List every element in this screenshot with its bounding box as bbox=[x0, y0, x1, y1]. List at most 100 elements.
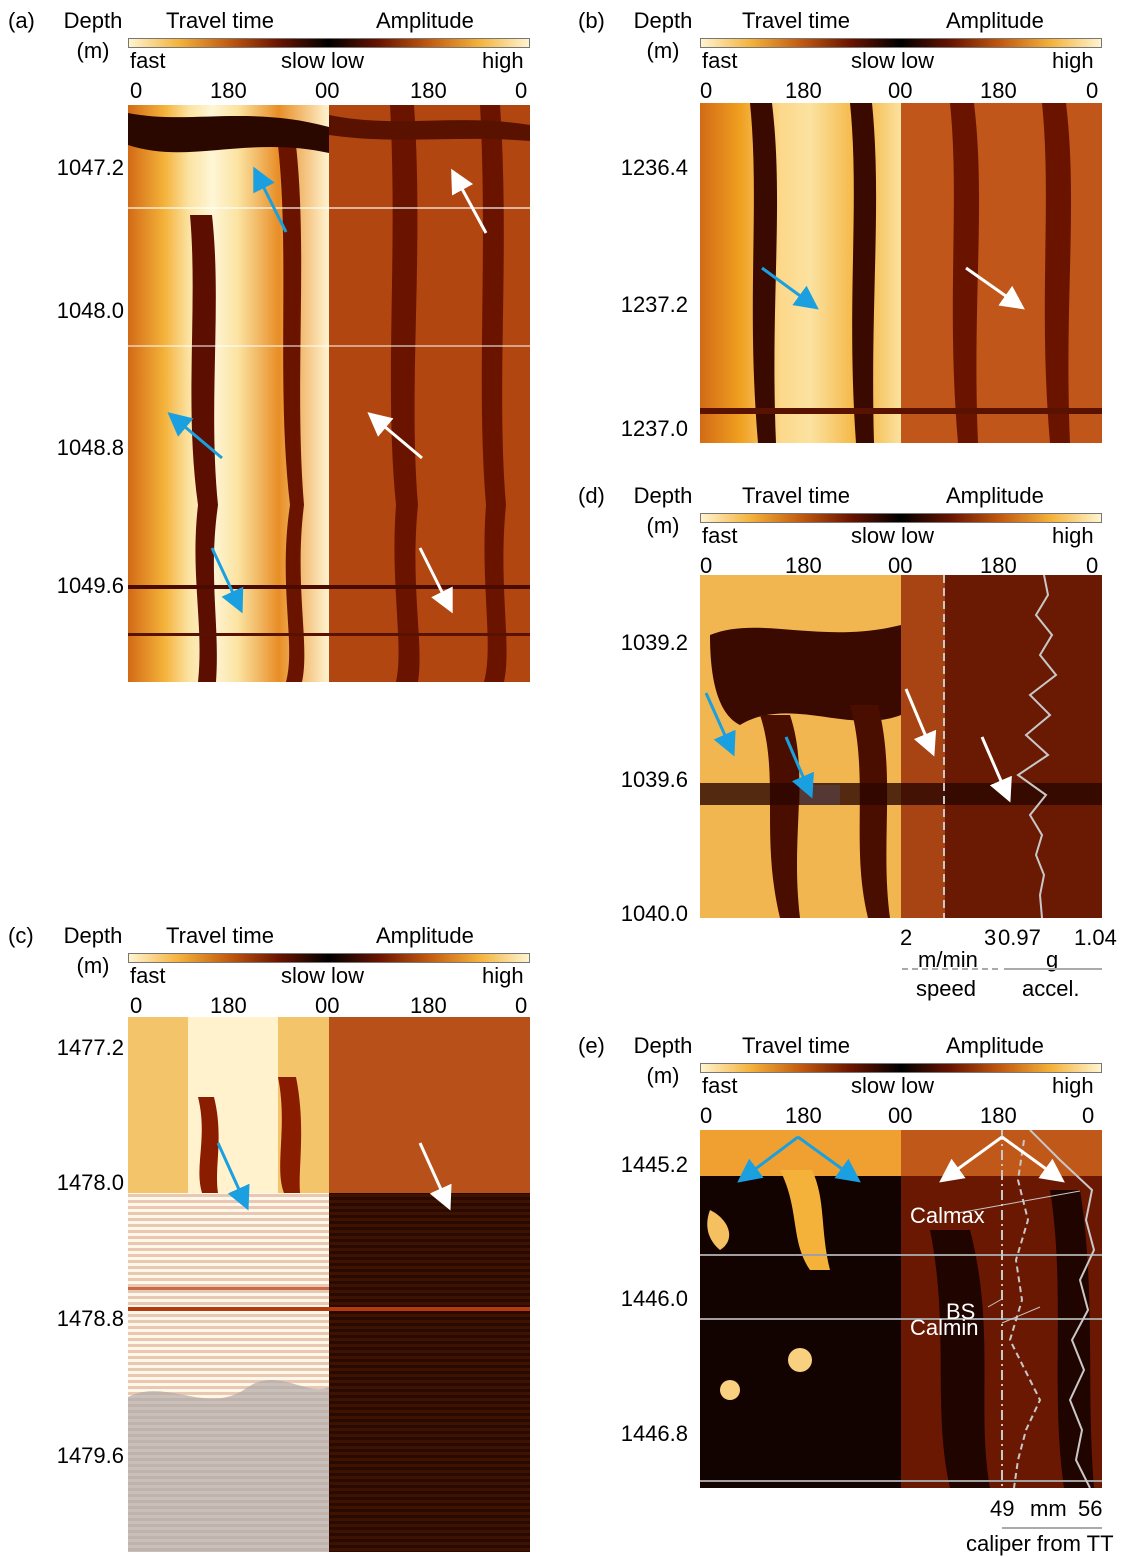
tick-0b: 0 bbox=[1082, 1103, 1095, 1128]
dark-band bbox=[930, 1230, 990, 1488]
panel-b: (b) Depth (m) Travel time Amplitude fast… bbox=[570, 0, 1139, 450]
dark-band bbox=[480, 105, 507, 682]
tick-180b: 180 bbox=[410, 993, 447, 1018]
calmax-label: Calmax bbox=[910, 1203, 985, 1228]
depth-header-unit: (m) bbox=[646, 513, 680, 538]
depth-header: Depth (m) bbox=[618, 10, 708, 62]
grey-patch bbox=[128, 1379, 329, 1552]
tick-180: 180 bbox=[210, 78, 247, 103]
calmin-curve bbox=[1008, 1139, 1042, 1488]
amplitude-title: Amplitude bbox=[946, 8, 1044, 33]
depth-tick: 1048.8 bbox=[56, 435, 124, 460]
accel-curve bbox=[1016, 575, 1058, 918]
depth-tick: 1237.0 bbox=[620, 416, 688, 441]
slow-label: slow bbox=[281, 48, 326, 73]
fast-label: fast bbox=[702, 48, 738, 73]
speed-unit: m/min bbox=[918, 947, 978, 972]
depth-tick: 1040.0 bbox=[620, 901, 688, 926]
orange-patch bbox=[780, 1170, 830, 1270]
depth-header: Depth (m) bbox=[48, 10, 138, 62]
speed-min: 2 bbox=[900, 925, 913, 950]
slow-label: slow bbox=[851, 48, 896, 73]
dark-band bbox=[850, 103, 877, 443]
amplitude-title: Amplitude bbox=[946, 483, 1044, 508]
amplitude-top bbox=[329, 1017, 530, 1193]
borehole-image bbox=[128, 105, 530, 682]
colorbar bbox=[700, 38, 1102, 48]
depth-tick: 1049.6 bbox=[56, 573, 124, 598]
tick-180: 180 bbox=[785, 78, 822, 103]
panel-label: (a) bbox=[8, 8, 35, 33]
colorbar bbox=[128, 953, 530, 963]
tick-180b: 180 bbox=[980, 78, 1017, 103]
panel-label: (b) bbox=[578, 8, 605, 33]
orange-patch bbox=[720, 1380, 740, 1400]
depth-tick: 1048.0 bbox=[56, 298, 124, 323]
white-line bbox=[128, 207, 530, 209]
depth-header: Depth (m) bbox=[618, 485, 708, 537]
tick-180b: 180 bbox=[980, 553, 1017, 578]
caliper-max: 56 bbox=[1078, 1496, 1103, 1521]
tick-00: 00 bbox=[888, 1103, 913, 1128]
grey-line bbox=[700, 1318, 1102, 1320]
tick-00: 00 bbox=[315, 993, 340, 1018]
accel-label: accel. bbox=[1022, 976, 1080, 1001]
calmin-label: Calmin bbox=[910, 1315, 979, 1340]
slow-label: slow bbox=[851, 1073, 896, 1098]
grey-line bbox=[700, 1254, 1102, 1256]
tick-180b: 180 bbox=[980, 1103, 1017, 1128]
tick-0b: 0 bbox=[515, 993, 528, 1018]
fast-label: fast bbox=[130, 963, 166, 988]
amplitude-title: Amplitude bbox=[946, 1033, 1044, 1058]
tick-0: 0 bbox=[130, 78, 143, 103]
tick-00: 00 bbox=[315, 78, 340, 103]
depth-tick: 1039.6 bbox=[620, 767, 688, 792]
dark-band bbox=[278, 145, 305, 682]
dark-band bbox=[1042, 103, 1072, 443]
amplitude-track bbox=[901, 103, 1102, 443]
depth-header: Depth (m) bbox=[48, 925, 138, 977]
dark-band bbox=[950, 103, 980, 443]
dark-mass bbox=[710, 625, 901, 725]
depth-tick: 1047.2 bbox=[56, 155, 124, 180]
depth-header-title: Depth bbox=[633, 1033, 693, 1058]
low-label: low bbox=[901, 48, 935, 73]
depth-tick: 1478.8 bbox=[56, 1306, 124, 1331]
tick-0: 0 bbox=[700, 78, 713, 103]
colorbar bbox=[700, 513, 1102, 523]
fast-label: fast bbox=[702, 1073, 738, 1098]
tick-180b: 180 bbox=[410, 78, 447, 103]
slow-label: slow bbox=[281, 963, 326, 988]
orange-patch bbox=[707, 1210, 730, 1250]
depth-tick: 1446.0 bbox=[620, 1286, 688, 1311]
caliper-axis-line bbox=[1002, 1527, 1102, 1529]
low-label: low bbox=[901, 1073, 935, 1098]
caliper-unit: mm bbox=[1030, 1496, 1067, 1521]
depth-header-title: Depth bbox=[633, 8, 693, 33]
amplitude-bottom bbox=[329, 1193, 530, 1552]
tick-00: 00 bbox=[888, 553, 913, 578]
bs-label: BS bbox=[946, 1299, 976, 1324]
dark-stripe bbox=[128, 633, 530, 636]
white-line bbox=[128, 345, 530, 347]
grey-line bbox=[700, 1480, 1102, 1482]
tick-0: 0 bbox=[130, 993, 143, 1018]
dark-band bbox=[278, 1077, 302, 1193]
high-label: high bbox=[1052, 48, 1094, 73]
accel-axis-line bbox=[1004, 968, 1102, 970]
travel-time-title: Travel time bbox=[742, 483, 850, 508]
tick-180: 180 bbox=[785, 553, 822, 578]
depth-tick: 1477.2 bbox=[56, 1035, 124, 1060]
travel-time-title: Travel time bbox=[742, 8, 850, 33]
dark-top bbox=[128, 113, 329, 153]
orange-patch bbox=[788, 1348, 812, 1372]
high-label: high bbox=[1052, 1073, 1094, 1098]
borehole-image bbox=[700, 103, 1102, 443]
depth-tick: 1446.8 bbox=[620, 1421, 688, 1446]
depth-header-unit: (m) bbox=[76, 38, 110, 63]
borehole-image bbox=[700, 575, 1102, 918]
tick-0: 0 bbox=[700, 1103, 713, 1128]
tick-0: 0 bbox=[700, 553, 713, 578]
depth-tick: 1445.2 bbox=[620, 1152, 688, 1177]
red-stripe bbox=[128, 1307, 530, 1311]
